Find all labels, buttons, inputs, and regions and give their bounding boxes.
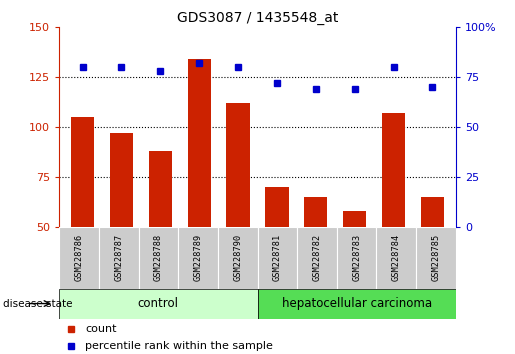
Text: GSM228781: GSM228781: [273, 234, 282, 281]
Text: GSM228786: GSM228786: [75, 234, 83, 281]
Bar: [187, 58, 211, 227]
Text: percentile rank within the sample: percentile rank within the sample: [85, 341, 273, 351]
Text: GSM228787: GSM228787: [114, 234, 123, 281]
Bar: [258, 227, 297, 289]
Bar: [376, 227, 416, 289]
Text: GSM228788: GSM228788: [154, 234, 163, 281]
Bar: [218, 227, 258, 289]
Bar: [149, 150, 172, 227]
Bar: [297, 227, 337, 289]
Text: GDS3087 / 1435548_at: GDS3087 / 1435548_at: [177, 11, 338, 25]
Text: GSM228783: GSM228783: [352, 234, 361, 281]
Bar: [71, 116, 94, 227]
Text: disease state: disease state: [3, 298, 72, 309]
Bar: [265, 187, 288, 227]
Text: GSM228784: GSM228784: [392, 234, 401, 281]
Bar: [110, 132, 133, 227]
Bar: [59, 227, 99, 289]
Bar: [337, 227, 376, 289]
Text: GSM228790: GSM228790: [233, 234, 242, 281]
Bar: [416, 227, 456, 289]
Bar: [59, 289, 258, 319]
Bar: [343, 211, 366, 227]
Text: count: count: [85, 324, 116, 333]
Text: control: control: [138, 297, 179, 310]
Bar: [139, 227, 178, 289]
Text: hepatocellular carcinoma: hepatocellular carcinoma: [282, 297, 432, 310]
Text: GSM228789: GSM228789: [194, 234, 202, 281]
Bar: [227, 103, 250, 227]
Text: GSM228785: GSM228785: [432, 234, 440, 281]
Bar: [421, 196, 444, 227]
Bar: [99, 227, 139, 289]
Bar: [178, 227, 218, 289]
Bar: [304, 196, 328, 227]
Bar: [382, 113, 405, 227]
Bar: [258, 289, 456, 319]
Text: GSM228782: GSM228782: [313, 234, 321, 281]
